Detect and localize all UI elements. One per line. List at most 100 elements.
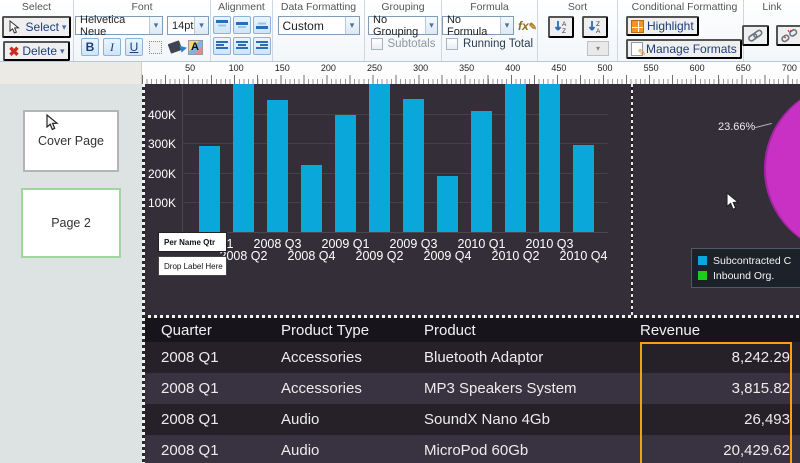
add-link-button[interactable]	[742, 25, 769, 46]
grouping-value: No Grouping	[373, 14, 425, 38]
align-middle-button[interactable]	[233, 16, 251, 34]
group-label-select: Select	[22, 1, 51, 13]
toolbar-group-grouping: Grouping No Grouping ▾ Subtotals	[365, 0, 442, 61]
ruler-tick-label: 650	[736, 63, 751, 73]
subtotals-checkbox-row: Subtotals	[371, 38, 436, 50]
edit-formula-icon[interactable]: fx✎	[518, 19, 537, 33]
underline-button[interactable]: U	[125, 38, 143, 56]
grouping-select[interactable]: No Grouping ▾	[368, 16, 438, 35]
report-canvas[interactable]: 100K200K300K400K 2008 Q12008 Q22008 Q320…	[142, 84, 800, 463]
bar-2009-Q1	[335, 115, 356, 232]
table-row[interactable]: 2008 Q1AudioSoundX Nano 4Gb26,493	[142, 404, 800, 435]
table-cell[interactable]: 2008 Q1	[142, 442, 262, 459]
border-icon[interactable]	[147, 39, 163, 55]
subtotals-checkbox[interactable]	[371, 38, 383, 50]
group-label-link: Link	[762, 1, 781, 13]
table-row[interactable]: 2008 Q1AccessoriesBluetooth Adaptor8,242…	[142, 342, 800, 373]
highlight-label: Highlight	[647, 19, 694, 33]
group-label-font: Font	[131, 1, 152, 13]
svg-text:A: A	[596, 28, 601, 35]
column-header-product-type[interactable]: Product Type	[262, 322, 405, 339]
delete-x-icon: ✖	[8, 45, 19, 58]
column-header-product[interactable]: Product	[405, 322, 621, 339]
ruler-tick-label: 150	[275, 63, 290, 73]
align-right-button[interactable]	[253, 37, 271, 55]
column-header-revenue[interactable]: Revenue	[621, 322, 800, 339]
bar-2009-Q4	[437, 176, 458, 232]
data-format-select[interactable]: Custom ▾	[278, 16, 360, 35]
font-color-icon[interactable]: A	[187, 39, 203, 55]
table-cell[interactable]: MP3 Speakers System	[405, 380, 621, 397]
align-bottom-icon	[256, 20, 268, 30]
highlight-button[interactable]: Highlight	[626, 16, 699, 36]
toolbar-group-link: Link	[744, 0, 800, 61]
ruler-tick-label: 550	[644, 63, 659, 73]
font-family-value: Helvetica Neue	[80, 14, 149, 38]
group-label-conditional-formatting: Conditional Formatting	[632, 1, 738, 13]
table-row[interactable]: 2008 Q1AccessoriesMP3 Speakers System3,8…	[142, 373, 800, 404]
table-cell[interactable]: MicroPod 60Gb	[405, 442, 621, 459]
group-label-formula: Formula	[470, 1, 509, 13]
table-cell[interactable]: 20,429.62	[621, 442, 800, 459]
sort-descending-button[interactable]: ZA	[582, 16, 608, 38]
page-thumbnail-cover-page[interactable]: Cover Page	[23, 110, 119, 172]
ruler: 5010015020025030035040045050055060065070…	[142, 62, 800, 84]
align-top-button[interactable]	[213, 16, 231, 34]
bar-2009-Q2	[369, 84, 390, 232]
delete-button[interactable]: ✖ Delete ▾	[3, 41, 69, 61]
fill-color-icon[interactable]	[167, 39, 183, 55]
align-left-button[interactable]	[213, 37, 231, 55]
section-separator-dotted	[631, 84, 633, 315]
table-cell[interactable]: 3,815.82	[621, 380, 800, 397]
toolbar-group-formula: Formula No Formula ▾ fx✎ Running Total	[442, 0, 538, 61]
column-header-quarter[interactable]: Quarter	[142, 322, 262, 339]
legend-swatch	[698, 256, 707, 265]
table-cell[interactable]: 2008 Q1	[142, 380, 262, 397]
y-axis-line	[182, 84, 183, 232]
font-family-select[interactable]: Helvetica Neue ▾	[75, 16, 163, 35]
table-cell[interactable]: Accessories	[262, 349, 405, 366]
align-top-icon	[216, 20, 228, 30]
page-thumbnail-label: Cover Page	[38, 134, 104, 148]
subtotals-label: Subtotals	[388, 38, 436, 50]
chevron-down-icon: ▾	[62, 22, 67, 33]
table-cell[interactable]: Audio	[262, 411, 405, 428]
sort-order-dropdown[interactable]: ▾	[587, 41, 609, 56]
highlight-icon	[631, 20, 644, 33]
table-cell[interactable]: 8,242.29	[621, 349, 800, 366]
table-cell[interactable]: Audio	[262, 442, 405, 459]
formula-value: No Formula	[447, 14, 500, 38]
align-center-button[interactable]	[233, 37, 251, 55]
font-size-value: 14pt	[172, 20, 193, 32]
x-axis-label: 2009 Q2	[348, 249, 412, 263]
page-thumbnails: Cover Page Page 2	[21, 110, 121, 258]
sort-ascending-button[interactable]: AZ	[548, 16, 574, 38]
align-bottom-button[interactable]	[253, 16, 271, 34]
bar-chart-plot	[199, 84, 594, 232]
select-tool-button[interactable]: Select ▾	[2, 16, 72, 38]
italic-button[interactable]: I	[103, 38, 121, 56]
table-cell[interactable]: Accessories	[262, 380, 405, 397]
remove-link-button[interactable]	[776, 25, 800, 46]
cover-page-cursor-icon	[44, 114, 59, 136]
table-cell[interactable]: 2008 Q1	[142, 349, 262, 366]
table-cell[interactable]: 26,493	[621, 411, 800, 428]
table-row[interactable]: 2008 Q1AudioMicroPod 60Gb20,429.62	[142, 435, 800, 463]
selection-border-left	[142, 84, 145, 463]
bar-chart: 100K200K300K400K 2008 Q12008 Q22008 Q320…	[142, 84, 631, 315]
table-cell[interactable]: Bluetooth Adaptor	[405, 349, 621, 366]
toolbar-group-sort: Sort AZ ZA ▾	[538, 0, 618, 61]
table-cell[interactable]: SoundX Nano 4Gb	[405, 411, 621, 428]
bar-2010-Q3	[539, 84, 560, 232]
formula-select[interactable]: No Formula ▾	[442, 16, 514, 35]
report-designer-window: Select Select ▾ ✖ Delete ▾ Font	[0, 0, 800, 463]
font-size-select[interactable]: 14pt ▾	[167, 16, 209, 35]
field-label-per-name-qtr[interactable]: Per Name Qtr	[158, 232, 227, 252]
table-cell[interactable]: 2008 Q1	[142, 411, 262, 428]
unlink-icon	[781, 28, 798, 43]
page-thumbnail-page-2[interactable]: Page 2	[21, 188, 121, 258]
manage-formats-button[interactable]: Manage Formats	[626, 39, 742, 59]
drop-label-here-target[interactable]: Drop Label Here	[158, 256, 227, 276]
running-total-checkbox[interactable]	[446, 38, 458, 50]
bold-button[interactable]: B	[81, 38, 99, 56]
